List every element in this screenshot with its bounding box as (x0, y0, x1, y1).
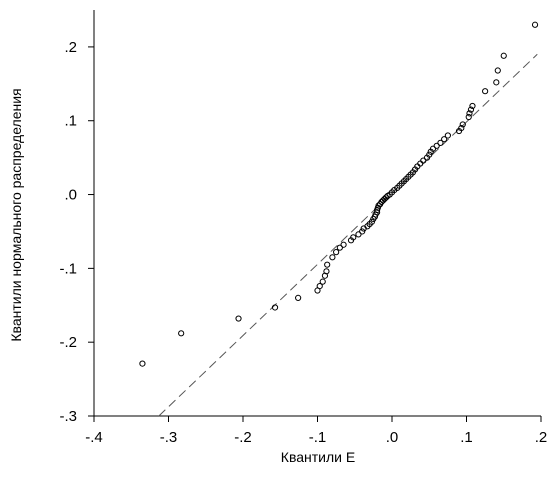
data-point (433, 142, 440, 149)
data-point (324, 261, 331, 268)
x-tick-label: -.3 (160, 429, 178, 446)
data-point (458, 125, 465, 132)
reference-line (158, 53, 538, 417)
data-points (139, 21, 539, 367)
y-tick-label: -.3 (59, 408, 77, 425)
data-point (429, 145, 437, 152)
data-point (382, 194, 390, 201)
y-tick-label: .1 (64, 113, 77, 130)
data-point (271, 304, 279, 311)
data-point (420, 157, 427, 164)
data-point (469, 102, 476, 110)
x-tick-label: -.4 (85, 429, 103, 446)
data-point (336, 244, 343, 251)
data-point (340, 241, 347, 248)
data-point (375, 202, 382, 209)
data-point (444, 132, 451, 139)
data-point (426, 151, 433, 158)
data-point (493, 79, 500, 86)
axes (93, 10, 541, 417)
x-tick-label: -.1 (309, 429, 327, 446)
x-tick-label: -.2 (234, 429, 252, 446)
data-point (323, 268, 330, 275)
data-point (359, 228, 366, 235)
data-point (459, 121, 466, 128)
data-point (441, 136, 448, 143)
data-point (319, 278, 326, 285)
x-axis-ticks: -.4 -.3 -.2 -.1 .0 .1 .2 (85, 416, 547, 446)
y-tick-label: -.2 (59, 334, 77, 351)
data-point (465, 113, 472, 121)
x-axis-label: Квантили E (281, 449, 355, 465)
data-point (417, 160, 424, 167)
y-tick-label: .0 (64, 187, 77, 204)
data-point (350, 234, 357, 241)
data-point (316, 282, 323, 290)
x-tick-label: .0 (386, 429, 399, 446)
data-point (437, 139, 444, 146)
data-point (466, 110, 473, 117)
y-axis-ticks: -.3 -.2 -.1 .0 .1 .2 (59, 39, 94, 425)
data-point (368, 218, 375, 225)
x-tick-label: .1 (460, 429, 473, 446)
y-tick-label: -.1 (59, 260, 77, 277)
data-point (139, 360, 146, 367)
data-point (355, 231, 362, 238)
data-point (374, 209, 381, 216)
data-point (295, 294, 302, 301)
data-point (494, 67, 501, 74)
data-point (482, 88, 489, 95)
y-axis-label: Квантили нормального распределения (8, 88, 24, 341)
data-point (178, 330, 185, 337)
data-point (500, 52, 507, 59)
y-tick-label: .2 (64, 39, 77, 56)
data-point (235, 315, 242, 322)
data-point (333, 249, 340, 256)
x-tick-label: .2 (535, 429, 548, 446)
data-point (467, 106, 475, 113)
data-point (531, 21, 539, 28)
data-point (329, 254, 336, 261)
